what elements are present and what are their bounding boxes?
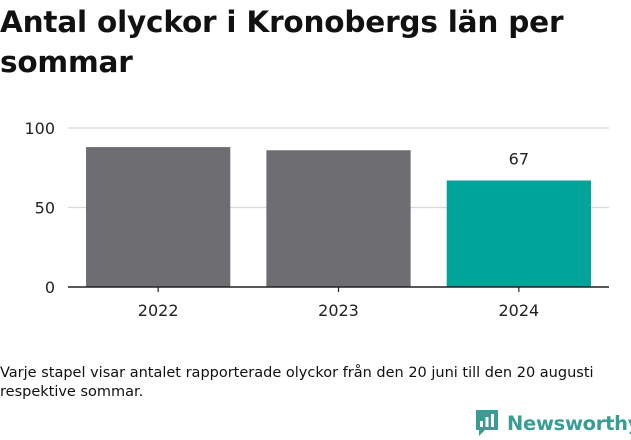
- data-label: 67: [509, 149, 529, 168]
- bar-2024: [446, 180, 591, 287]
- bars: [86, 147, 591, 287]
- y-axis-tick-labels: 0 50 100: [24, 119, 55, 297]
- x-axis-tick-labels: 2022 2023 2024: [138, 287, 539, 320]
- data-labels: 67: [509, 149, 529, 168]
- x-tick-label: 2023: [318, 301, 359, 320]
- x-tick-label: 2024: [498, 301, 539, 320]
- y-tick-label: 100: [24, 119, 55, 138]
- x-tick-label: 2022: [138, 301, 179, 320]
- newsworthy-logo: Newsworthy: [475, 406, 631, 440]
- bar-2023: [266, 150, 411, 287]
- brand-name: Newsworthy: [507, 411, 631, 435]
- bar-2022: [86, 147, 231, 287]
- bar-chart: 0 50 100 67 2022 2023 2024: [24, 119, 609, 320]
- chart-footnote: Varje stapel visar antalet rapporterade …: [0, 365, 594, 400]
- bar-chart-logo-icon: [476, 410, 498, 436]
- y-tick-label: 0: [45, 278, 55, 297]
- y-tick-label: 50: [35, 199, 55, 218]
- chart-title: Antal olyckor i Kronobergs län per somma…: [0, 5, 564, 79]
